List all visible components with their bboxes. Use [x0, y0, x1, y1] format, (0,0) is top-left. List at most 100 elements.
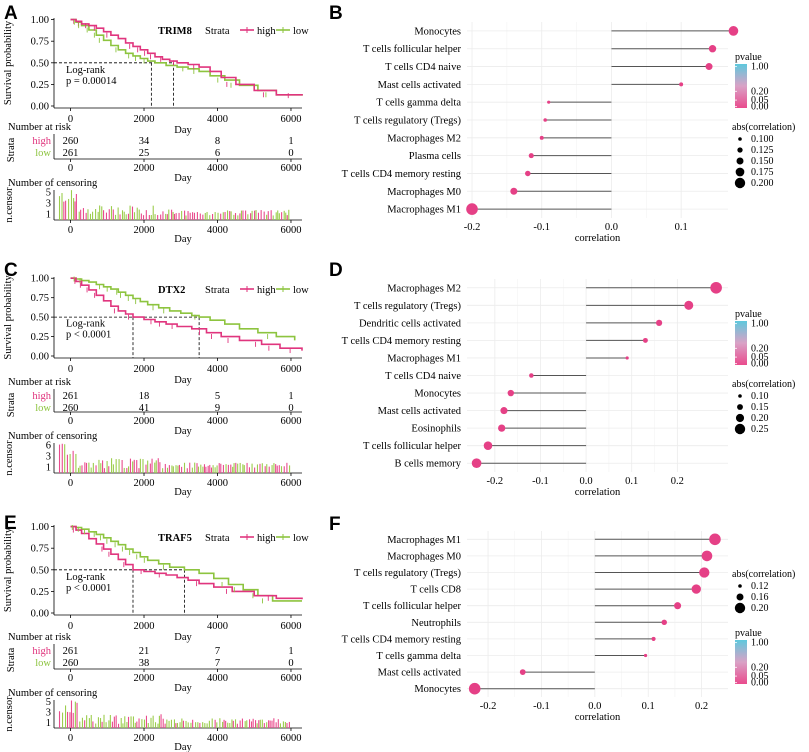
size-legend-label: 0.20	[751, 603, 769, 614]
risk-x-tick-label: 4000	[207, 673, 228, 684]
x-axis-label: correlation	[575, 233, 621, 244]
lollipop-point	[708, 45, 717, 53]
risk-x-tick-label: 0	[68, 163, 73, 174]
x-axis-label: Day	[174, 375, 192, 386]
category-label: Macrophages M2	[387, 133, 461, 144]
logrank-pvalue: p < 0.0001	[66, 329, 111, 340]
pvalue-legend-title: pvalue	[735, 52, 762, 63]
censor-x-tick-label: 4000	[207, 478, 228, 489]
x-tick-label: 2000	[134, 364, 155, 375]
category-label: T cells follicular helper	[363, 44, 462, 55]
legend-title: Strata	[205, 26, 230, 37]
category-label: Mast cells activated	[378, 406, 462, 417]
survival-curve-low	[70, 277, 296, 341]
risk-count-high: 5	[215, 391, 220, 402]
legend-label-high: high	[257, 26, 276, 37]
censor-x-tick-label: 2000	[134, 225, 155, 236]
lollipop-point	[705, 63, 713, 71]
category-label: T cells CD4 naive	[385, 371, 461, 382]
x-tick-label: 6000	[280, 621, 301, 632]
risk-count-high: 7	[215, 646, 220, 657]
size-legend-label: 0.25	[751, 424, 769, 435]
y-tick-label: 1.00	[31, 522, 49, 533]
logrank-label: Log-rank	[66, 65, 106, 76]
lollipop-point	[710, 281, 722, 294]
censor-x-tick-label: 2000	[134, 733, 155, 744]
size-legend-label: 0.12	[751, 581, 769, 592]
y-tick-label: 0.25	[31, 80, 49, 91]
x-tick-label: 6000	[280, 114, 301, 125]
censor-y-tick-label: 1	[46, 210, 51, 221]
lollipop-point	[661, 619, 667, 626]
censor-y-label: n.censor	[4, 440, 15, 476]
risk-row-label-low: low	[35, 148, 51, 159]
y-tick-label: 1.00	[31, 15, 49, 26]
risk-table-title: Number at risk	[8, 377, 72, 388]
legend-title: Strata	[205, 285, 230, 296]
pvalue-legend-label: 1.00	[751, 638, 769, 649]
survival-curve-high	[70, 277, 303, 351]
x-tick-label: 2000	[134, 114, 155, 125]
category-label: Macrophages M0	[387, 551, 461, 562]
risk-x-tick-label: 2000	[134, 163, 155, 174]
pvalue-legend-title: pvalue	[735, 309, 762, 320]
risk-x-tick-label: 4000	[207, 163, 228, 174]
x-tick-label: 4000	[207, 114, 228, 125]
lollipop-point	[728, 26, 739, 36]
gene-label: DTX2	[158, 285, 185, 296]
pvalue-legend-label: 0.20	[751, 86, 769, 97]
lollipop-point	[642, 337, 648, 343]
x-tick-label: 6000	[280, 364, 301, 375]
lollipop-point	[529, 373, 534, 378]
category-label: Mast cells activated	[378, 80, 462, 91]
size-legend-dot	[738, 137, 742, 141]
censor-x-tick-label: 4000	[207, 225, 228, 236]
logrank-pvalue: p < 0.0001	[66, 583, 111, 594]
size-legend-dot	[734, 177, 746, 189]
y-tick-label: 0.50	[31, 313, 49, 324]
size-legend-dot	[737, 147, 743, 153]
x-tick-label: 0.1	[642, 701, 655, 712]
lollipop-point	[498, 424, 506, 432]
size-legend-label: 0.20	[751, 413, 769, 424]
y-axis-label: Survival probability	[3, 527, 14, 612]
risk-x-tick-label: 6000	[280, 673, 301, 684]
size-legend-label: 0.15	[751, 402, 769, 413]
censor-x-axis-label: Day	[174, 742, 192, 752]
lollipop-point	[539, 135, 544, 140]
y-tick-label: 1.00	[31, 274, 49, 285]
category-label: T cells CD8	[410, 585, 461, 596]
censor-plot-title: Number of censoring	[8, 431, 98, 442]
panel-label: E	[4, 513, 17, 534]
size-legend-dot	[734, 602, 746, 614]
risk-row-label-low: low	[35, 658, 51, 669]
risk-count-high: 1	[288, 391, 293, 402]
lollipop-point	[543, 118, 548, 122]
pvalue-legend-label: 0.05	[751, 671, 769, 682]
survival-curve-low	[70, 18, 303, 96]
risk-count-high: 18	[139, 391, 150, 402]
pvalue-colorbar	[735, 64, 747, 108]
lollipop-panel-d: D Macrophages M2 T cells regulatory (Tregs…	[329, 260, 795, 498]
category-label: T cells CD4 memory resting	[342, 336, 462, 347]
survival-curve-low	[70, 525, 302, 602]
x-tick-label: -0.1	[533, 222, 550, 233]
pvalue-colorbar	[735, 321, 747, 365]
x-tick-label: 0.1	[625, 476, 638, 487]
censor-y-tick-label: 6	[46, 440, 51, 451]
lollipop-point	[679, 82, 684, 87]
logrank-label: Log-rank	[66, 572, 106, 583]
risk-strata-label: Strata	[6, 137, 17, 162]
survival-curve-high	[70, 525, 303, 600]
x-tick-label: 0.2	[695, 701, 708, 712]
x-tick-label: 0.2	[671, 476, 684, 487]
correlation-panels: B Monocytes T cells follicular helper T cel…	[329, 3, 795, 723]
panel-label: B	[329, 3, 343, 24]
logrank-label: Log-rank	[66, 318, 106, 329]
y-tick-label: 0.25	[31, 332, 49, 343]
legend-label-low: low	[293, 285, 309, 296]
y-tick-label: 0.00	[31, 609, 49, 620]
censor-y-tick-label: 3	[46, 452, 51, 463]
lollipop-point	[471, 458, 482, 469]
risk-x-tick-label: 6000	[280, 416, 301, 427]
